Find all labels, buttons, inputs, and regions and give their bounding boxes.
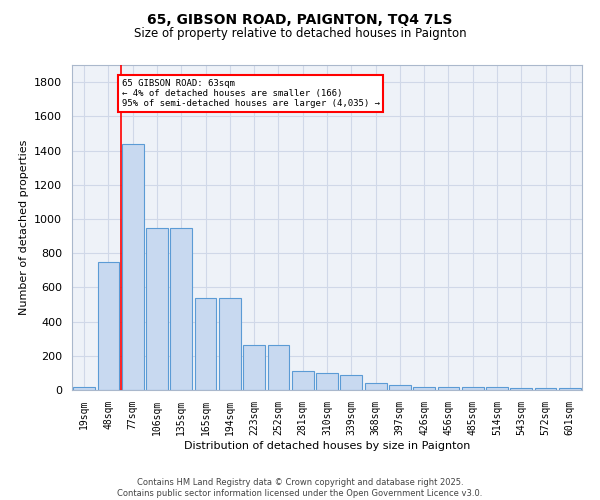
- Bar: [73, 386, 95, 390]
- Bar: [462, 386, 484, 390]
- Bar: [170, 228, 192, 390]
- Bar: [97, 262, 119, 390]
- Bar: [219, 298, 241, 390]
- Bar: [486, 388, 508, 390]
- Bar: [389, 385, 411, 390]
- Bar: [413, 388, 435, 390]
- Bar: [194, 298, 217, 390]
- Bar: [437, 388, 460, 390]
- Bar: [292, 371, 314, 390]
- Bar: [511, 388, 532, 390]
- X-axis label: Distribution of detached houses by size in Paignton: Distribution of detached houses by size …: [184, 440, 470, 450]
- Bar: [146, 228, 168, 390]
- Bar: [243, 344, 265, 390]
- Y-axis label: Number of detached properties: Number of detached properties: [19, 140, 29, 315]
- Bar: [316, 373, 338, 390]
- Bar: [559, 388, 581, 390]
- Bar: [122, 144, 143, 390]
- Text: 65 GIBSON ROAD: 63sqm
← 4% of detached houses are smaller (166)
95% of semi-deta: 65 GIBSON ROAD: 63sqm ← 4% of detached h…: [122, 78, 380, 108]
- Bar: [340, 374, 362, 390]
- Bar: [535, 388, 556, 390]
- Bar: [365, 383, 386, 390]
- Text: Size of property relative to detached houses in Paignton: Size of property relative to detached ho…: [134, 28, 466, 40]
- Text: 65, GIBSON ROAD, PAIGNTON, TQ4 7LS: 65, GIBSON ROAD, PAIGNTON, TQ4 7LS: [148, 12, 452, 26]
- Bar: [268, 344, 289, 390]
- Text: Contains HM Land Registry data © Crown copyright and database right 2025.
Contai: Contains HM Land Registry data © Crown c…: [118, 478, 482, 498]
